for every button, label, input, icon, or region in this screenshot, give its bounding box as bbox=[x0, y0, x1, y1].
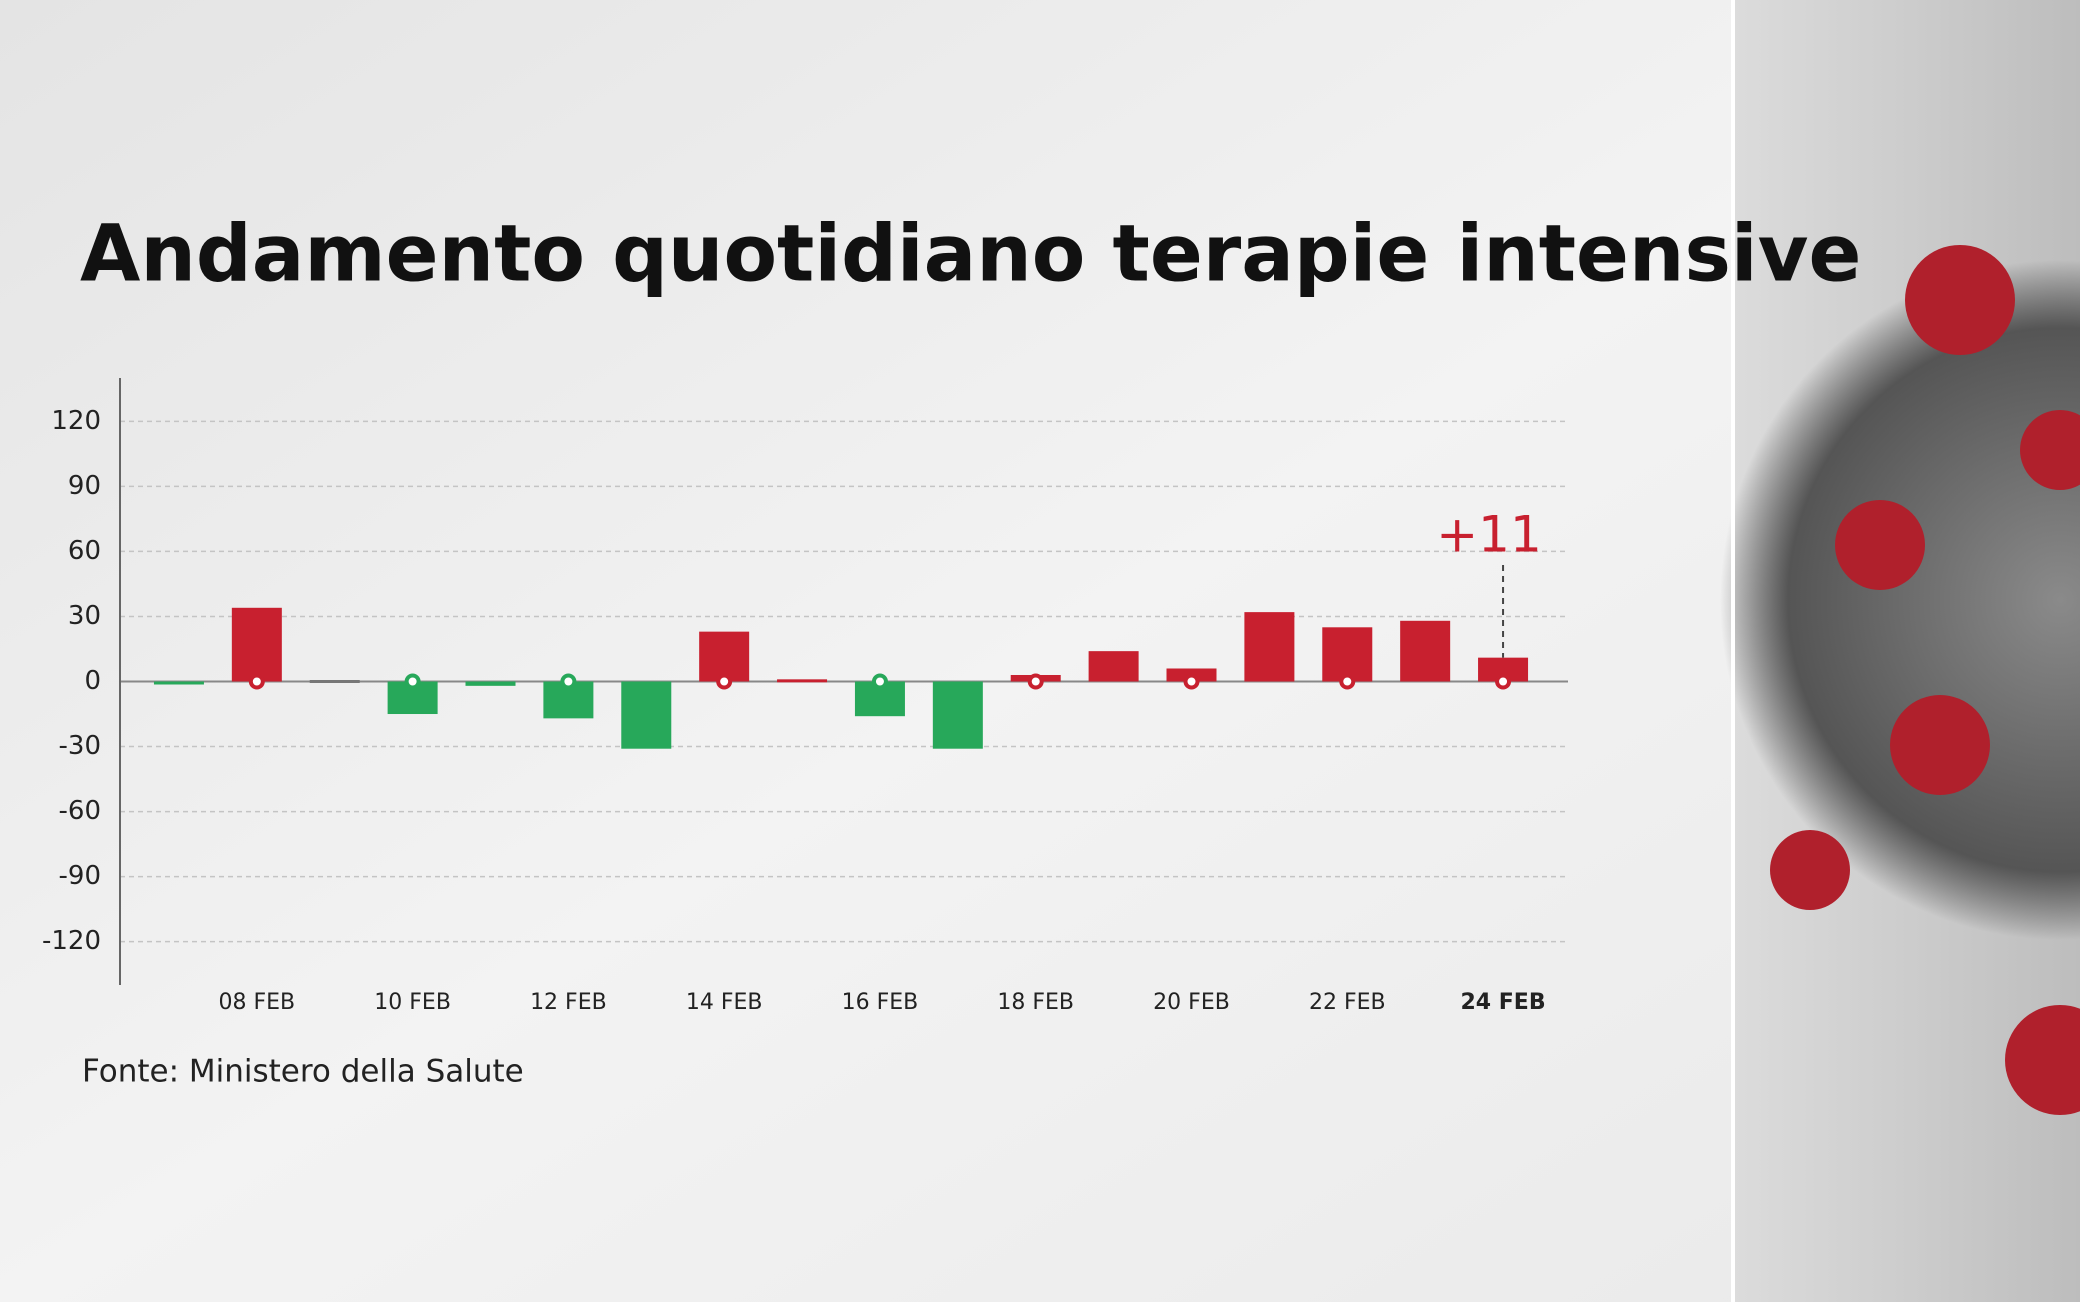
bar bbox=[932, 681, 983, 749]
annotation: +11 bbox=[1436, 506, 1542, 564]
bar bbox=[153, 681, 204, 685]
chart-title: Andamento quotidiano terapie intensive bbox=[80, 209, 1861, 299]
tick-dot bbox=[560, 673, 577, 690]
bar bbox=[1322, 627, 1373, 682]
bar bbox=[1088, 651, 1139, 682]
x-tick-label: 10 FEB bbox=[374, 990, 451, 1015]
x-tick-label: 24 FEB bbox=[1461, 990, 1546, 1015]
x-tick-label: 14 FEB bbox=[686, 990, 763, 1015]
y-tick-label: -60 bbox=[59, 796, 101, 826]
x-tick-label: 16 FEB bbox=[842, 990, 919, 1015]
bar bbox=[777, 679, 828, 683]
tick-dot bbox=[404, 673, 421, 690]
x-tick-label: 08 FEB bbox=[219, 990, 296, 1015]
bar bbox=[465, 681, 516, 686]
x-tick-label: 18 FEB bbox=[997, 990, 1074, 1015]
virus-image bbox=[1720, 260, 2080, 940]
tick-dot bbox=[248, 673, 265, 690]
bar bbox=[621, 681, 672, 749]
y-tick-label: 120 bbox=[51, 406, 101, 436]
y-tick-label: 90 bbox=[68, 471, 101, 501]
bar bbox=[309, 680, 360, 683]
tick-dot bbox=[1495, 673, 1512, 690]
x-tick-label: 12 FEB bbox=[530, 990, 607, 1015]
tick-dot bbox=[871, 673, 888, 690]
bar bbox=[1478, 657, 1529, 682]
y-tick-label: 30 bbox=[68, 601, 101, 631]
x-tick-label: 20 FEB bbox=[1153, 990, 1230, 1015]
tick-dot bbox=[1027, 673, 1044, 690]
x-tick-label: 22 FEB bbox=[1309, 990, 1386, 1015]
tick-dot bbox=[1339, 673, 1356, 690]
y-tick-label: 0 bbox=[84, 666, 101, 696]
source: Fonte: Ministero della Salute bbox=[82, 1054, 524, 1090]
virus-spikes bbox=[1770, 245, 2080, 1115]
bar bbox=[231, 607, 282, 682]
bar bbox=[699, 631, 750, 682]
bar bbox=[1400, 620, 1451, 682]
y-tick-label: -120 bbox=[42, 926, 101, 956]
bar bbox=[1244, 612, 1295, 682]
tick-dot bbox=[716, 673, 733, 690]
tick-dot bbox=[1183, 673, 1200, 690]
y-tick-label: 60 bbox=[68, 536, 101, 566]
y-tick-label: -30 bbox=[59, 731, 101, 761]
y-tick-label: -90 bbox=[59, 861, 101, 891]
